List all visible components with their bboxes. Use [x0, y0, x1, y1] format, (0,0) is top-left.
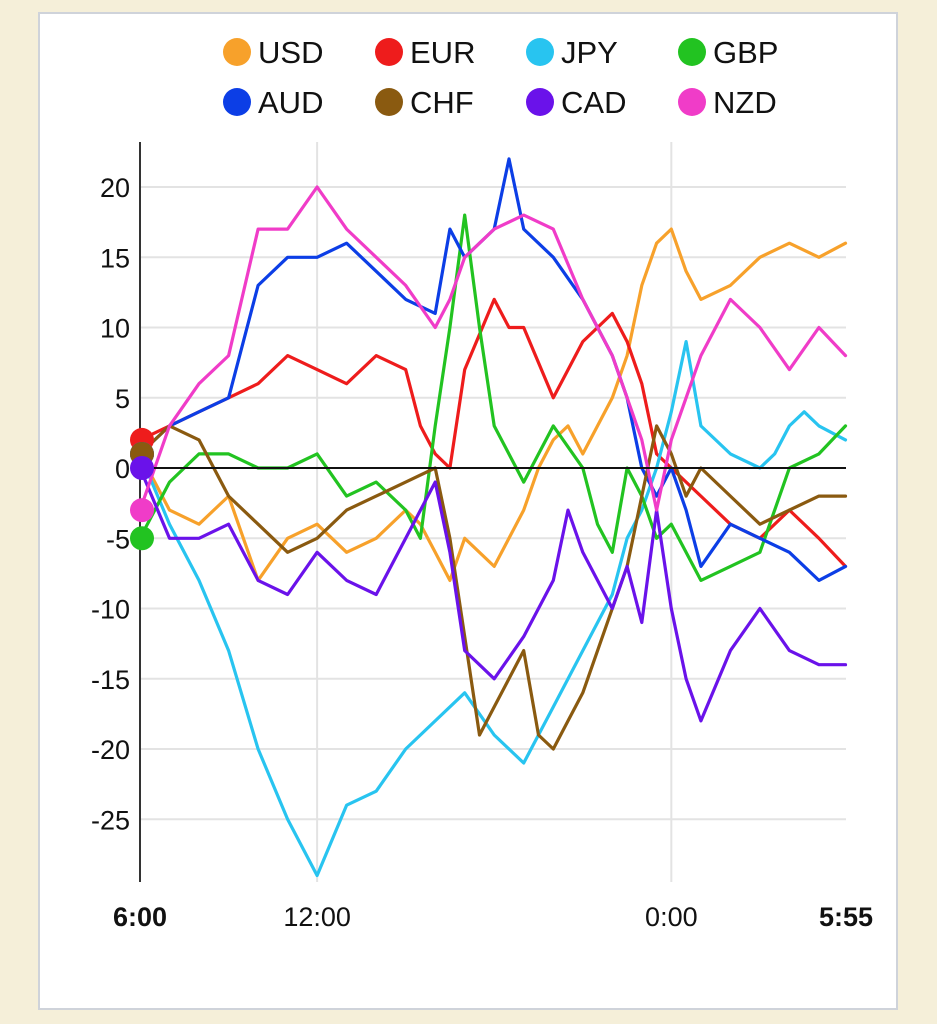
legend-item-jpy[interactable]: JPY: [526, 35, 618, 70]
legend-label: USD: [258, 35, 323, 70]
series-line-aud: [138, 157, 848, 582]
legend-label: CAD: [561, 85, 626, 120]
legend-swatch: [526, 38, 554, 66]
legend-item-gbp[interactable]: GBP: [678, 35, 778, 70]
legend-item-eur[interactable]: EUR: [375, 35, 475, 70]
y-tick-label: 20: [100, 173, 130, 203]
legend-label: JPY: [561, 35, 618, 70]
series-line-nzd: [138, 185, 848, 512]
legend-item-cad[interactable]: CAD: [526, 85, 626, 120]
y-tick-label: 5: [115, 384, 130, 414]
start-marker-nzd: [130, 498, 154, 523]
x-tick-label: 6:00: [113, 902, 167, 932]
legend-item-chf[interactable]: CHF: [375, 85, 474, 120]
series-line-chf: [138, 424, 848, 751]
chart-panel: [38, 12, 898, 1010]
start-marker-cad: [130, 456, 154, 480]
legend-label: CHF: [410, 85, 474, 120]
series-line-cad: [138, 466, 848, 723]
legend-swatch: [375, 88, 403, 116]
legend-swatch: [678, 38, 706, 66]
series-lines: [138, 157, 848, 878]
y-tick-label: 10: [100, 314, 130, 344]
x-tick-label: 5:55: [819, 902, 873, 932]
start-markers: [130, 427, 154, 551]
legend-item-nzd[interactable]: NZD: [678, 85, 777, 120]
legend-label: AUD: [258, 85, 323, 120]
y-tick-label: -20: [91, 735, 130, 765]
legend-swatch: [223, 38, 251, 66]
y-tick-label: 0: [115, 454, 130, 484]
y-axis-ticks: 20 15 10 5 0 -5 -10 -15 -20 -25: [91, 173, 130, 835]
legend: USD EUR JPY GBP AUD CHF CAD NZD: [223, 35, 778, 120]
legend-swatch: [678, 88, 706, 116]
legend-swatch: [223, 88, 251, 116]
series-line-jpy: [138, 340, 848, 878]
y-tick-label: -10: [91, 595, 130, 625]
x-tick-label: 0:00: [645, 902, 698, 932]
series-line-eur: [138, 297, 848, 568]
start-marker-gbp: [130, 526, 154, 551]
legend-item-aud[interactable]: AUD: [223, 85, 323, 120]
legend-swatch: [375, 38, 403, 66]
legend-label: NZD: [713, 85, 777, 120]
series-line-usd: [138, 227, 848, 582]
x-axis-ticks: 6:00 12:00 0:00 5:55: [113, 902, 873, 932]
y-tick-label: 15: [100, 243, 130, 273]
y-tick-label: -25: [91, 805, 130, 835]
legend-label: GBP: [713, 35, 778, 70]
x-tick-label: 12:00: [283, 902, 351, 932]
legend-item-usd[interactable]: USD: [223, 35, 323, 70]
y-tick-label: -15: [91, 665, 130, 695]
legend-swatch: [526, 88, 554, 116]
y-tick-label: -5: [106, 524, 130, 554]
legend-label: EUR: [410, 35, 475, 70]
